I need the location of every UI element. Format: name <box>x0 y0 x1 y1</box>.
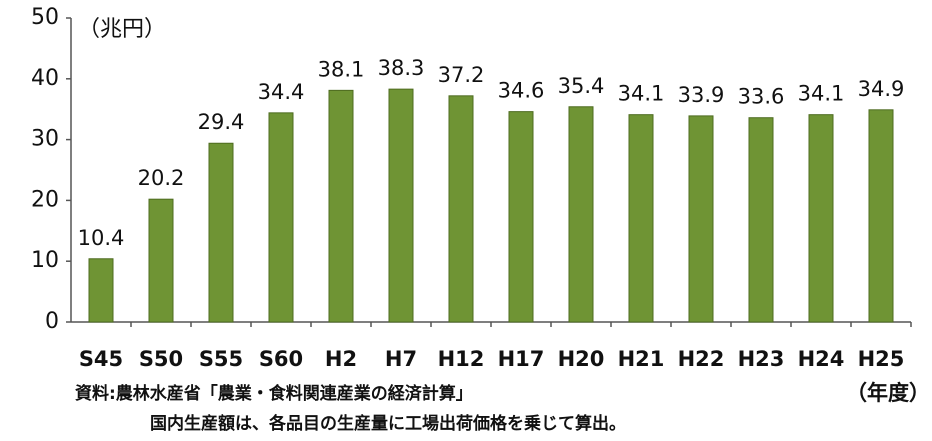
bar <box>568 106 594 323</box>
value-label: 34.1 <box>798 82 845 106</box>
value-label: 38.1 <box>318 57 365 81</box>
value-label: 37.2 <box>438 63 485 87</box>
bar <box>148 198 174 323</box>
unit-label: （兆円） <box>78 17 166 42</box>
bar <box>88 258 114 323</box>
value-label: 34.1 <box>618 82 665 106</box>
value-label: 20.2 <box>138 166 185 190</box>
value-label: 33.9 <box>678 83 725 107</box>
bar <box>208 142 234 323</box>
x-tick-label: H20 <box>558 347 605 371</box>
x-tick-label: H17 <box>498 347 545 371</box>
y-tick-label: 40 <box>31 66 59 91</box>
bar <box>688 115 714 323</box>
x-tick-label: H25 <box>858 347 905 371</box>
x-tick-label: H24 <box>798 347 845 371</box>
x-tick-label: H23 <box>738 347 785 371</box>
bar <box>268 112 294 323</box>
y-tick-label: 50 <box>31 5 59 30</box>
note: 国内生産額は、各品目の生産量に工場出荷価格を乗じて算出。 <box>150 413 626 434</box>
bar <box>448 95 474 323</box>
bar <box>328 89 354 323</box>
bar <box>508 111 534 323</box>
x-tick-label: H21 <box>618 347 665 371</box>
x-tick-label: H22 <box>678 347 725 371</box>
bar <box>388 88 414 323</box>
value-label: 34.6 <box>498 79 545 103</box>
bar <box>628 114 654 323</box>
value-label: 38.3 <box>378 56 425 80</box>
y-tick-label: 0 <box>45 309 59 334</box>
x-tick-label: H7 <box>385 347 417 371</box>
source: 資料:農林水産省「農業・食料関連産業の経済計算」 <box>75 383 473 404</box>
value-label: 29.4 <box>198 110 245 134</box>
x-tick-label: H2 <box>325 347 357 371</box>
value-label: 35.4 <box>558 74 605 98</box>
y-tick-label: 10 <box>31 248 59 273</box>
value-label: 10.4 <box>78 226 125 250</box>
x-tick-label: H12 <box>438 347 485 371</box>
x-tick-label: S55 <box>199 347 243 371</box>
bar <box>808 114 834 323</box>
x-tick-label: S50 <box>139 347 183 371</box>
bar <box>868 109 894 323</box>
y-tick-label: 30 <box>31 127 59 152</box>
value-label: 34.9 <box>858 77 905 101</box>
y-tick-label: 20 <box>31 187 59 212</box>
bar <box>748 117 774 323</box>
x-tick-label: S60 <box>259 347 303 371</box>
value-label: 34.4 <box>258 80 305 104</box>
x-axis-label: （年度） <box>846 381 930 405</box>
x-tick-label: S45 <box>79 347 123 371</box>
value-label: 33.6 <box>738 85 785 109</box>
